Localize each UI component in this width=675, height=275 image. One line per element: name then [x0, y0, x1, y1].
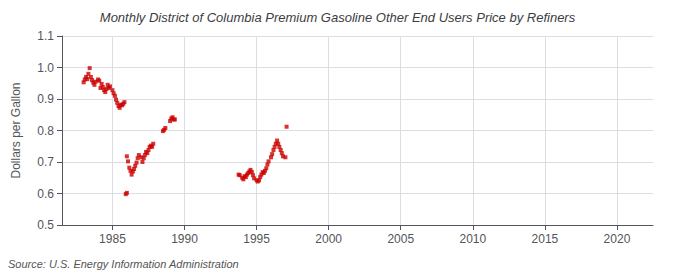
svg-text:0.7: 0.7: [37, 155, 54, 169]
svg-text:Dollars per Gallon: Dollars per Gallon: [9, 82, 23, 178]
svg-text:2010: 2010: [459, 232, 486, 246]
svg-text:1995: 1995: [243, 232, 270, 246]
svg-text:2015: 2015: [532, 232, 559, 246]
svg-text:0.6: 0.6: [37, 187, 54, 201]
svg-text:Monthly District of Columbia P: Monthly District of Columbia Premium Gas…: [100, 10, 576, 25]
svg-text:0.9: 0.9: [37, 92, 54, 106]
svg-text:1990: 1990: [171, 232, 198, 246]
svg-text:2020: 2020: [604, 232, 631, 246]
svg-text:1.0: 1.0: [37, 61, 54, 75]
svg-text:2005: 2005: [387, 232, 414, 246]
svg-text:1985: 1985: [99, 232, 126, 246]
svg-text:0.5: 0.5: [37, 218, 54, 232]
svg-text:Source: U.S. Energy Informatio: Source: U.S. Energy Information Administ…: [8, 258, 239, 270]
svg-text:0.8: 0.8: [37, 124, 54, 138]
svg-text:1.1: 1.1: [37, 29, 54, 43]
svg-text:2000: 2000: [315, 232, 342, 246]
